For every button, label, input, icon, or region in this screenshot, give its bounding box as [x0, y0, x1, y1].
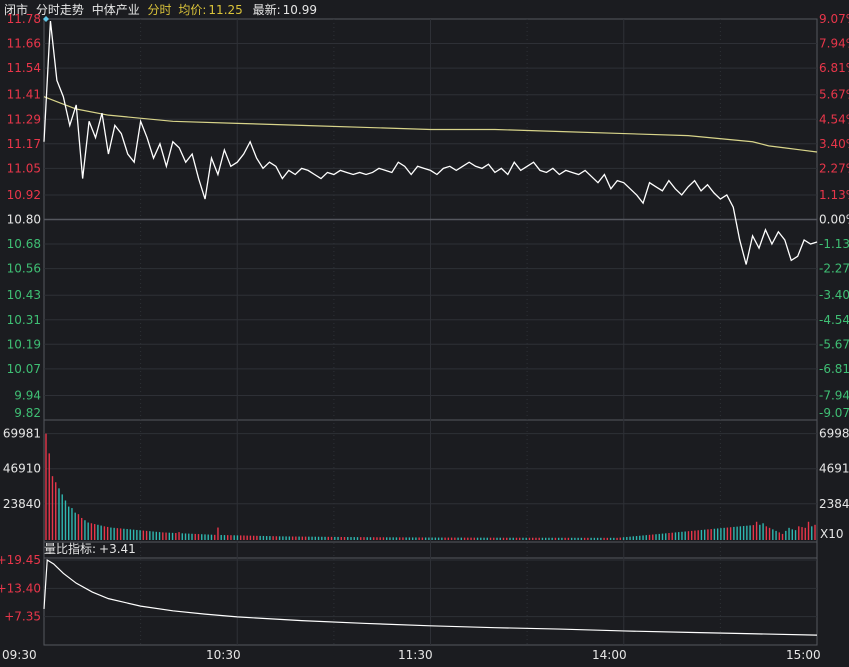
- price-tick-label: 11.54: [7, 61, 41, 75]
- percent-tick-label: -4.54: [819, 313, 849, 327]
- ratio-label: 量比指标:: [44, 542, 97, 556]
- price-tick-label: 9.94: [14, 388, 41, 402]
- price-tick-label: 10.43: [7, 288, 41, 302]
- volume-multiplier: X10: [820, 527, 844, 541]
- price-tick-label: 10.19: [7, 337, 41, 351]
- percent-tick-label: -5.67: [819, 337, 849, 351]
- price-tick-label: 11.41: [7, 88, 41, 102]
- latest-value: 10.99: [282, 3, 318, 17]
- percent-tick-label: 2.27%: [819, 161, 849, 175]
- volume-tick-label-right: 6998: [819, 427, 849, 441]
- x-label-1030: 10:30: [206, 648, 241, 662]
- volume-tick-label-right: 4691: [819, 462, 849, 476]
- series: [43, 16, 818, 636]
- percent-tick-label: 4.54%: [819, 112, 849, 126]
- y-axis-labels: 11.78 9.07% 11.66 7.94% 11.54 6.81% 11.41 5.67%…: [0, 12, 849, 624]
- volume-tick-label-right: 2384: [819, 497, 849, 511]
- price-tick-label: 10.92: [7, 188, 41, 202]
- percent-tick-label: -1.13: [819, 237, 849, 251]
- grid: [43, 18, 818, 646]
- price-tick-label: 10.80: [7, 213, 41, 227]
- percent-tick-label: 3.40%: [819, 137, 849, 151]
- percent-tick-label: 1.13%: [819, 188, 849, 202]
- price-tick-label: 10.56: [7, 262, 41, 276]
- percent-tick-label: 5.67%: [819, 88, 849, 102]
- ratio-header: 量比指标: +3.41: [44, 541, 136, 557]
- price-line: [43, 20, 818, 265]
- price-tick-label: 10.07: [7, 362, 41, 376]
- price-tick-label: 9.82: [14, 406, 41, 420]
- price-tick-label: 11.29: [7, 112, 41, 126]
- volume-ratio-line: [43, 558, 818, 636]
- price-tick-label: 10.68: [7, 237, 41, 251]
- avg-label: 均价:: [178, 3, 207, 17]
- market-status: 闭市: [4, 3, 29, 17]
- price-tick-label: 11.17: [7, 137, 41, 151]
- stock-name: 中体产业: [91, 3, 140, 17]
- volume-tick-label: 23840: [3, 497, 41, 511]
- percent-tick-label: 0.00%: [819, 213, 849, 227]
- ratio-value: +3.41: [99, 542, 136, 556]
- volume-tick-label: 69981: [3, 427, 41, 441]
- x-label-1400: 14:00: [592, 648, 627, 662]
- percent-tick-label: 9.07%: [819, 12, 849, 26]
- x-label-1130: 11:30: [398, 648, 433, 662]
- percent-tick-label: 6.81%: [819, 61, 849, 75]
- percent-tick-label: 7.94%: [819, 37, 849, 51]
- mode-label[interactable]: 分时走势: [35, 3, 84, 17]
- price-tick-label: 11.66: [7, 37, 41, 51]
- latest-label: 最新:: [252, 3, 281, 17]
- percent-tick-label: -7.94: [819, 388, 849, 402]
- x-label-0930: 09:30: [2, 648, 37, 662]
- start-marker-icon: [43, 16, 49, 22]
- ratio-tick-label: +19.45: [0, 553, 41, 567]
- percent-tick-label: -3.40: [819, 288, 849, 302]
- price-tick-label: 11.78: [7, 12, 41, 26]
- x-label-1500: 15:00: [786, 648, 821, 662]
- percent-tick-label: -2.27: [819, 262, 849, 276]
- chart-header: 闭市 分时走势 中体产业 分时 均价: 11.25 最新: 10.99: [0, 0, 317, 20]
- avg-value: 11.25: [208, 3, 243, 17]
- ratio-tick-label: +13.40: [0, 581, 41, 595]
- price-tick-label: 11.05: [7, 161, 41, 175]
- ratio-tick-label: +7.35: [4, 610, 41, 624]
- percent-tick-label: -6.81: [819, 362, 849, 376]
- percent-tick-label: -9.07: [819, 406, 849, 420]
- volume-tick-label: 46910: [3, 462, 41, 476]
- line-label: 分时: [147, 3, 172, 17]
- price-tick-label: 10.31: [7, 313, 41, 327]
- avg-price-line: [43, 96, 818, 153]
